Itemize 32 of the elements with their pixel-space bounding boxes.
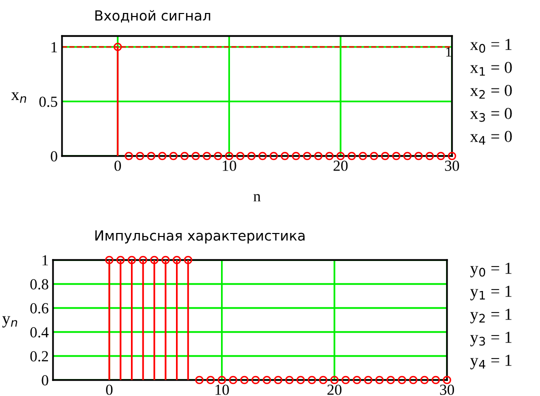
y-axis-title: y$_{n}$: [2, 316, 18, 328]
x-tick-label: 20: [327, 384, 342, 395]
chart-title: Входной сигнал: [95, 10, 210, 22]
y-tick-label: 0.4: [30, 327, 49, 338]
y-tick-label: 0.5: [39, 96, 58, 107]
y-tick-label: 0.2: [30, 351, 48, 362]
text: x$_{1}$ = 0: [470, 62, 512, 76]
text: x$_{4}$ = 0: [470, 130, 512, 145]
x-tick-label: 10: [222, 160, 236, 171]
y-tick-label: 0.6: [30, 303, 48, 314]
text: x$_{3}$ = 0: [470, 108, 512, 122]
text: x$_{2}$ = 0: [470, 84, 512, 99]
x-tick-label: 10: [216, 384, 229, 395]
x-tick-label: 0: [114, 160, 121, 171]
x-tick-label: 30: [440, 384, 454, 395]
y-tick-label: 1: [42, 255, 48, 266]
text: y$_{1}$ = 1: [470, 286, 512, 300]
x-tick-label: 30: [445, 160, 460, 171]
text: x$_{0}$ = 1: [470, 38, 512, 53]
chart-title: Импульсная характеристика: [95, 230, 305, 244]
y-tick-label: 1: [52, 42, 57, 52]
x-axis-title: n: [254, 194, 261, 202]
y-tick-label: 0: [42, 375, 48, 386]
y-axis-title: x$_{n}$: [11, 92, 26, 103]
y-tick-label: 0.8: [30, 279, 48, 290]
text: y$_{4}$ = 1: [470, 354, 512, 370]
text: y$_{3}$ = 1: [470, 332, 512, 346]
text: y$_{0}$ = 1: [470, 262, 512, 278]
text: y$_{2}$ = 1: [470, 308, 512, 324]
x-tick-label: 0: [106, 384, 113, 395]
y-tick-label: 0: [50, 151, 58, 162]
x-tick-label: 20: [334, 160, 348, 171]
